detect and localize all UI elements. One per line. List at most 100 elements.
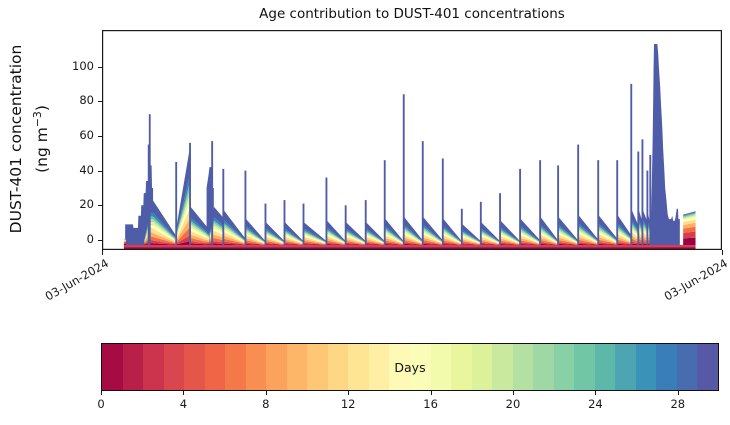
spike-24 [597, 160, 600, 246]
colorbar-segment-28 [676, 344, 698, 390]
wedge-23-band-2 [617, 239, 631, 244]
wedge-10-band-1 [366, 242, 385, 245]
colorbar-segment-25 [615, 344, 636, 390]
spike-6 [244, 170, 247, 246]
wedge-12-band-3 [404, 237, 423, 245]
wedge-13-band-1 [423, 242, 443, 245]
wedge-26-band-5 [643, 229, 647, 237]
wedge-24-band-2 [631, 238, 638, 243]
wedge-19-band-3 [540, 237, 558, 245]
colorbar-tick [265, 391, 267, 395]
fresh-1-band-8 [683, 212, 696, 218]
wedge-13-band-9 [423, 225, 443, 242]
wedge-11-band-8 [385, 228, 404, 243]
spike-13 [383, 160, 386, 246]
spike-10 [325, 177, 328, 246]
wedge-0-band-2 [144, 236, 176, 245]
wedge-24-band-5 [631, 229, 638, 238]
wedge-15-band-5 [462, 235, 481, 244]
wedge-3-band-4 [223, 232, 246, 244]
wedge-1-band-4 [175, 209, 210, 242]
spike-30 [649, 154, 652, 246]
spike-19 [499, 193, 501, 246]
wedge-6-band-4 [285, 236, 304, 244]
wedge-26-band-2 [643, 238, 647, 243]
wedge-13-band-0 [423, 243, 443, 246]
chart-title: Age contribution to DUST-401 concentrati… [259, 6, 565, 22]
wedge-5-band-0 [266, 244, 285, 246]
wedge-23-band-5 [617, 231, 631, 242]
wedge-14-band-6 [443, 231, 462, 244]
wedge-26-band-3 [643, 235, 647, 241]
wedge-7-band-1 [304, 242, 327, 245]
wedge-1-band-3 [175, 218, 210, 243]
wedge-8-band-0 [327, 244, 346, 246]
wedge-3-band-5 [223, 229, 246, 243]
colorbar-segment-15 [409, 344, 431, 390]
wedge-14-band-2 [443, 240, 462, 245]
fresh-1-band-1 [683, 231, 696, 239]
wedge-25-band-4 [638, 232, 643, 239]
spike-8 [283, 200, 286, 246]
wedge-16-band-1 [481, 242, 500, 245]
colorbar-segment-26 [635, 344, 657, 390]
wedge-21-band-5 [578, 231, 598, 243]
wedge-19-band-9 [540, 225, 558, 242]
spike-9 [302, 203, 305, 246]
spike-27 [637, 151, 640, 246]
wedge-21-band-3 [578, 237, 598, 244]
spike-28 [641, 139, 644, 246]
wedge-17-band-5 [500, 234, 520, 244]
wedge-14-band-1 [443, 242, 462, 245]
y-tick [98, 135, 102, 137]
wedge-9-band-8 [346, 230, 366, 243]
y-tick-label: 40 [79, 162, 94, 177]
colorbar-tick-label: 8 [262, 397, 270, 411]
wedge-18-band-2 [520, 240, 540, 245]
wedge-3-band-7 [223, 224, 246, 242]
colorbar-segment-8 [266, 344, 287, 390]
wedge-23-band-10 [617, 215, 631, 238]
spike-25 [616, 160, 619, 246]
wedge-22-band-7 [598, 227, 617, 242]
wedge-8-band-6 [327, 232, 346, 244]
wedge-4-band-7 [246, 229, 266, 243]
spike-26 [630, 83, 633, 246]
colorbar-tick-label: 12 [340, 397, 356, 411]
wedge-24-band-8 [631, 222, 638, 233]
wedge-26-band-4 [643, 232, 647, 239]
wedge-17-band-3 [500, 238, 520, 245]
wedge-24-band-3 [631, 235, 638, 242]
fresh-1-band-4 [683, 219, 696, 225]
wedge-11-band-7 [385, 229, 404, 243]
wedge-9-band-1 [346, 242, 366, 245]
wedge-24-band-6 [631, 226, 638, 236]
colorbar-tick-label: 0 [97, 397, 105, 411]
wedge-20-band-6 [558, 230, 578, 243]
colorbar-segment-21 [533, 344, 554, 390]
wedge-4-band-8 [246, 228, 266, 243]
wedge-12-band-1 [404, 242, 423, 245]
wedge-6-band-10 [285, 222, 304, 242]
wedge-23-band-6 [617, 229, 631, 241]
fresh-0-band-3 [123, 241, 126, 242]
wedge-11-band-10 [385, 219, 404, 242]
wedge-12-band-6 [404, 230, 423, 243]
colorbar-segment-11 [327, 344, 349, 390]
wedge-13-band-4 [423, 234, 443, 244]
wedge-9-band-3 [346, 238, 366, 245]
colorbar-segment-20 [512, 344, 534, 390]
wedge-5-band-3 [266, 238, 285, 245]
wedge-23-band-9 [617, 223, 631, 239]
wedge-12-band-8 [404, 227, 423, 243]
wedge-9-band-0 [346, 244, 366, 246]
colorbar-segment-18 [471, 344, 493, 390]
wedge-9-band-2 [346, 240, 366, 245]
spike-23 [577, 144, 580, 246]
wedge-4-band-0 [246, 243, 266, 246]
colorbar-segment-27 [656, 344, 677, 390]
wedge-17-band-7 [500, 230, 520, 243]
wedge-15-band-4 [462, 237, 481, 244]
colorbar-tick [101, 391, 102, 395]
